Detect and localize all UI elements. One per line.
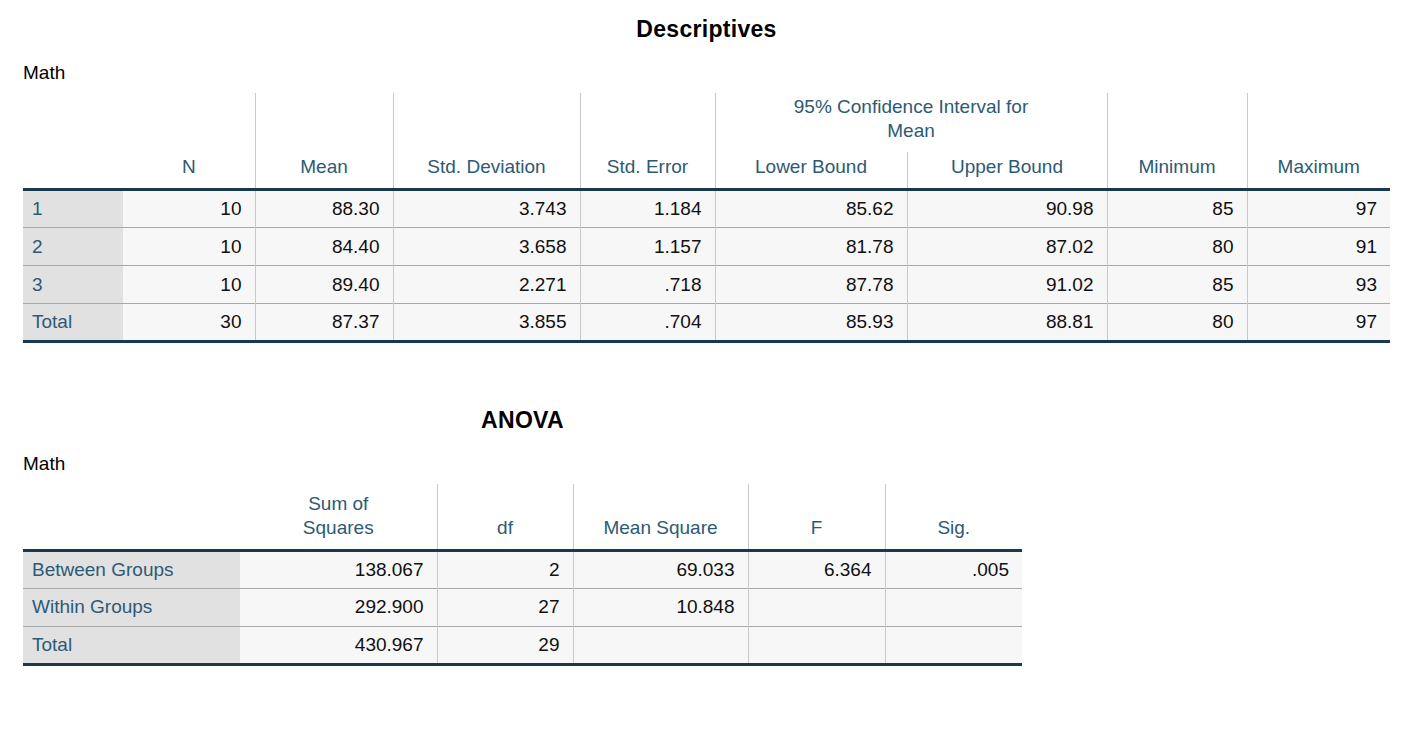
cell-std-deviation: 3.743 [393,190,580,228]
table-row-within-groups: Within Groups 292.900 27 10.848 [23,588,1022,626]
row-label: Total [23,304,123,342]
col-header-sig: Sig. [885,484,1022,550]
cell-sig: .005 [885,550,1022,588]
col-header-std-deviation: Std. Deviation [393,93,580,190]
cell-upper-bound: 88.81 [907,304,1107,342]
table-gap [23,343,1414,407]
col-header-upper-bound: Upper Bound [907,152,1107,190]
cell-std-error: .704 [580,304,715,342]
cell-upper-bound: 91.02 [907,266,1107,304]
header-row: Sum of Squares df Mean Square F Sig. [23,484,1022,550]
col-header-maximum: Maximum [1247,93,1390,190]
cell-lower-bound: 85.93 [715,304,907,342]
col-header-f: F [748,484,885,550]
col-header-mean: Mean [255,93,393,190]
cell-lower-bound: 81.78 [715,228,907,266]
cell-std-deviation: 3.855 [393,304,580,342]
cell-df: 27 [437,588,573,626]
cell-mean: 84.40 [255,228,393,266]
stub-header [23,93,123,190]
cell-minimum: 85 [1107,266,1247,304]
cell-df: 2 [437,550,573,588]
cell-mean-square: 69.033 [573,550,748,588]
header-row-1: N Mean Std. Deviation Std. Error 95% Con… [23,93,1390,152]
cell-maximum: 97 [1247,304,1390,342]
col-header-lower-bound: Lower Bound [715,152,907,190]
cell-sum-of-squares: 138.067 [240,550,437,588]
cell-sig [885,626,1022,664]
descriptives-subtitle: Math [23,62,1414,84]
cell-std-error: 1.184 [580,190,715,228]
col-header-minimum: Minimum [1107,93,1247,190]
col-header-sum-of-squares: Sum of Squares [240,484,437,550]
cell-f: 6.364 [748,550,885,588]
spss-output-page: Descriptives Math N Mean Std. Deviation … [0,0,1414,730]
descriptives-title: Descriptives [23,16,1390,43]
descriptives-table: N Mean Std. Deviation Std. Error 95% Con… [23,93,1390,343]
cell-n: 10 [123,266,255,304]
cell-std-deviation: 3.658 [393,228,580,266]
col-header-mean-square: Mean Square [573,484,748,550]
anova-header: Sum of Squares df Mean Square F Sig. [23,484,1022,550]
cell-n: 10 [123,228,255,266]
cell-std-error: .718 [580,266,715,304]
stub-header [23,484,240,550]
cell-minimum: 80 [1107,304,1247,342]
col-header-n: N [123,93,255,190]
cell-sum-of-squares: 292.900 [240,588,437,626]
descriptives-body: 1 10 88.30 3.743 1.184 85.62 90.98 85 97… [23,190,1390,342]
cell-sum-of-squares: 430.967 [240,626,437,664]
table-row-total: Total 30 87.37 3.855 .704 85.93 88.81 80… [23,304,1390,342]
anova-title: ANOVA [23,407,1022,434]
cell-std-deviation: 2.271 [393,266,580,304]
cell-minimum: 80 [1107,228,1247,266]
cell-maximum: 97 [1247,190,1390,228]
cell-minimum: 85 [1107,190,1247,228]
col-header-df: df [437,484,573,550]
descriptives-header: N Mean Std. Deviation Std. Error 95% Con… [23,93,1390,190]
table-row-group-1: 1 10 88.30 3.743 1.184 85.62 90.98 85 97 [23,190,1390,228]
cell-maximum: 93 [1247,266,1390,304]
anova-body: Between Groups 138.067 2 69.033 6.364 .0… [23,550,1022,664]
row-label: Between Groups [23,550,240,588]
anova-subtitle: Math [23,453,1414,475]
row-label: Total [23,626,240,664]
col-header-std-error: Std. Error [580,93,715,190]
row-label: 3 [23,266,123,304]
cell-f [748,588,885,626]
table-row-total: Total 430.967 29 [23,626,1022,664]
cell-n: 30 [123,304,255,342]
table-row-between-groups: Between Groups 138.067 2 69.033 6.364 .0… [23,550,1022,588]
row-label: 2 [23,228,123,266]
anova-table: Sum of Squares df Mean Square F Sig. Bet… [23,484,1022,666]
cell-mean: 89.40 [255,266,393,304]
table-row-group-3: 3 10 89.40 2.271 .718 87.78 91.02 85 93 [23,266,1390,304]
row-label: Within Groups [23,588,240,626]
cell-std-error: 1.157 [580,228,715,266]
cell-mean-square: 10.848 [573,588,748,626]
cell-f [748,626,885,664]
row-label: 1 [23,190,123,228]
cell-n: 10 [123,190,255,228]
table-row-group-2: 2 10 84.40 3.658 1.157 81.78 87.02 80 91 [23,228,1390,266]
cell-upper-bound: 90.98 [907,190,1107,228]
col-header-confidence-interval: 95% Confidence Interval for Mean [715,93,1107,152]
cell-mean: 88.30 [255,190,393,228]
cell-mean: 87.37 [255,304,393,342]
cell-maximum: 91 [1247,228,1390,266]
cell-lower-bound: 87.78 [715,266,907,304]
cell-mean-square [573,626,748,664]
cell-df: 29 [437,626,573,664]
cell-sig [885,588,1022,626]
cell-upper-bound: 87.02 [907,228,1107,266]
cell-lower-bound: 85.62 [715,190,907,228]
